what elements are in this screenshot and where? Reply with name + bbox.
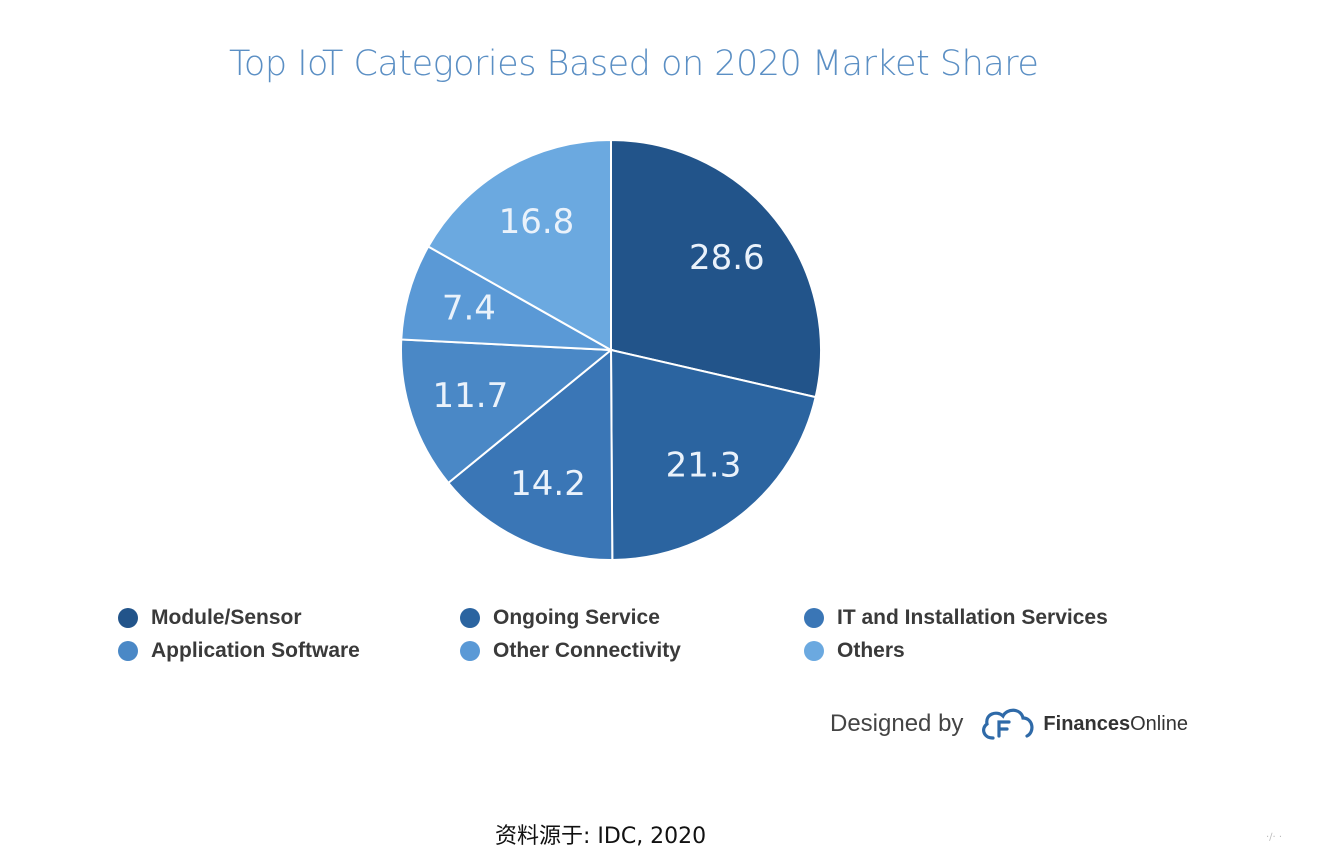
legend-label: Other Connectivity (493, 639, 681, 662)
slice-value-label-1: 21.3 (666, 446, 742, 486)
legend-swatch (460, 641, 480, 661)
legend-swatch (460, 608, 480, 628)
pie-slice-5 (426, 138, 612, 352)
legend-item: Other Connectivity (460, 639, 681, 663)
legend-swatch (118, 641, 138, 661)
legend-swatch (804, 641, 824, 661)
slice-value-label-0: 28.6 (689, 238, 765, 278)
legend-item: Ongoing Service (460, 606, 660, 630)
pie-slice-3 (400, 338, 614, 485)
slice-value-label-2: 14.2 (510, 464, 586, 504)
designed-by-credit: Designed by Finances Online (830, 702, 1188, 746)
pie-slice-1 (609, 348, 817, 562)
legend-swatch (804, 608, 824, 628)
credit-brand-bold: Finances (1043, 712, 1131, 735)
credit-brand-regular: Online (1130, 712, 1188, 735)
slice-value-label-4: 7.4 (442, 289, 496, 329)
legend-item: IT and Installation Services (804, 606, 1108, 630)
legend-swatch (118, 608, 138, 628)
legend-item: Application Software (118, 639, 360, 663)
legend-label: Others (837, 639, 905, 662)
legend-label: Module/Sensor (151, 606, 302, 629)
legend-item: Module/Sensor (118, 606, 302, 630)
chart-title: Top IoT Categories Based on 2020 Market … (229, 44, 1039, 84)
legend-label: Application Software (151, 639, 360, 662)
legend-label: IT and Installation Services (837, 606, 1108, 629)
slice-value-label-3: 11.7 (433, 376, 509, 416)
legend-item: Others (804, 639, 905, 663)
credit-prefix: Designed by (830, 710, 964, 737)
cloud-f-logo-icon (982, 708, 1034, 740)
pie-slice-4 (400, 245, 612, 351)
pie-chart: 28.6 21.3 14.2 11.7 7.4 16.8 (400, 138, 822, 562)
slice-value-label-5: 16.8 (499, 202, 575, 242)
pie-slice-0 (610, 138, 822, 399)
pie-slice-2 (446, 347, 614, 561)
source-caption: 资料源于: IDC, 2020 (495, 824, 707, 849)
legend-label: Ongoing Service (493, 606, 660, 629)
corner-watermark: ·∕· · (1266, 832, 1283, 843)
